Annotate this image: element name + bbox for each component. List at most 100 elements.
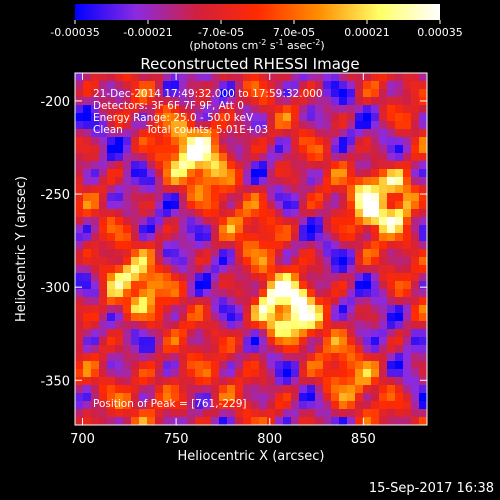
heatmap-cell bbox=[123, 113, 132, 122]
heatmap-cell bbox=[387, 97, 396, 106]
heatmap-cell bbox=[323, 361, 332, 370]
heatmap-cell bbox=[155, 329, 164, 338]
heatmap-cell bbox=[139, 313, 148, 322]
heatmap-cell bbox=[315, 105, 324, 114]
heatmap-cell bbox=[155, 345, 164, 354]
heatmap-cell bbox=[339, 129, 348, 138]
heatmap-cell bbox=[323, 369, 332, 378]
heatmap-cell bbox=[83, 217, 92, 226]
heatmap-cell bbox=[99, 369, 108, 378]
heatmap-cell bbox=[219, 329, 228, 338]
heatmap-cell bbox=[203, 401, 212, 410]
heatmap-cell bbox=[187, 313, 196, 322]
heatmap-cell bbox=[83, 377, 92, 386]
heatmap-cell bbox=[179, 401, 188, 410]
heatmap-cell bbox=[83, 393, 92, 402]
heatmap-cell bbox=[91, 121, 100, 130]
heatmap-cell bbox=[83, 129, 92, 138]
heatmap-cell bbox=[363, 377, 372, 386]
heatmap-cell bbox=[227, 401, 236, 410]
heatmap-cell bbox=[331, 113, 340, 122]
heatmap-cell bbox=[163, 193, 172, 202]
heatmap-cell bbox=[307, 313, 316, 322]
heatmap-cell bbox=[347, 73, 356, 82]
heatmap-cell bbox=[195, 89, 204, 98]
heatmap-cell bbox=[251, 257, 260, 266]
heatmap-cell bbox=[83, 289, 92, 298]
heatmap-cell bbox=[243, 393, 252, 402]
heatmap-cell bbox=[379, 121, 388, 130]
heatmap-cell bbox=[283, 137, 292, 146]
heatmap-cell bbox=[155, 353, 164, 362]
heatmap-cell bbox=[315, 361, 324, 370]
heatmap-cell bbox=[371, 321, 380, 330]
heatmap-cell bbox=[243, 321, 252, 330]
heatmap-cell bbox=[243, 313, 252, 322]
heatmap-cell bbox=[355, 257, 364, 266]
heatmap-cell bbox=[371, 385, 380, 394]
heatmap-cell bbox=[379, 393, 388, 402]
heatmap-cell bbox=[115, 177, 124, 186]
heatmap-cell bbox=[315, 329, 324, 338]
heatmap-cell bbox=[171, 257, 180, 266]
heatmap-cell bbox=[171, 361, 180, 370]
heatmap-cell bbox=[259, 297, 268, 306]
heatmap-cell bbox=[155, 313, 164, 322]
heatmap-cell bbox=[99, 97, 108, 106]
heatmap-cell bbox=[395, 121, 404, 130]
heatmap-cell bbox=[387, 313, 396, 322]
heatmap-cell bbox=[419, 417, 428, 426]
heatmap-cell bbox=[307, 145, 316, 154]
heatmap-cell bbox=[123, 297, 132, 306]
heatmap-cell bbox=[155, 297, 164, 306]
heatmap-cell bbox=[379, 313, 388, 322]
heatmap-cell bbox=[395, 113, 404, 122]
heatmap-cell bbox=[315, 97, 324, 106]
heatmap-cell bbox=[195, 193, 204, 202]
heatmap-cell bbox=[307, 417, 316, 426]
heatmap-cell bbox=[299, 249, 308, 258]
heatmap-cell bbox=[355, 137, 364, 146]
heatmap-cell bbox=[379, 401, 388, 410]
heatmap-cell bbox=[179, 81, 188, 90]
heatmap-cell bbox=[115, 313, 124, 322]
heatmap-cell bbox=[91, 129, 100, 138]
heatmap-cell bbox=[75, 345, 84, 354]
heatmap-cell bbox=[91, 161, 100, 170]
heatmap-cell bbox=[363, 401, 372, 410]
heatmap-cell bbox=[211, 305, 220, 314]
heatmap-cell bbox=[307, 73, 316, 82]
heatmap-cell bbox=[139, 81, 148, 90]
heatmap-cell bbox=[211, 201, 220, 210]
heatmap-cell bbox=[283, 353, 292, 362]
heatmap-cell bbox=[403, 169, 412, 178]
heatmap-cell bbox=[99, 73, 108, 82]
heatmap-cell bbox=[403, 121, 412, 130]
heatmap-cell bbox=[267, 73, 276, 82]
heatmap-cell bbox=[307, 177, 316, 186]
heatmap-cell bbox=[243, 145, 252, 154]
heatmap-cell bbox=[91, 241, 100, 250]
heatmap-cell bbox=[131, 113, 140, 122]
heatmap-cell bbox=[99, 257, 108, 266]
heatmap-cell bbox=[75, 169, 84, 178]
heatmap-cell bbox=[115, 297, 124, 306]
heatmap-cell bbox=[107, 353, 116, 362]
heatmap-cell bbox=[331, 313, 340, 322]
heatmap-cell bbox=[403, 257, 412, 266]
heatmap-cell bbox=[339, 321, 348, 330]
heatmap-cell bbox=[147, 257, 156, 266]
heatmap-cell bbox=[163, 353, 172, 362]
heatmap-cell bbox=[339, 353, 348, 362]
heatmap-cell bbox=[419, 257, 428, 266]
heatmap-cell bbox=[347, 409, 356, 418]
heatmap-cell bbox=[379, 217, 388, 226]
heatmap-cell bbox=[315, 281, 324, 290]
heatmap-cell bbox=[315, 209, 324, 218]
heatmap-cell bbox=[227, 409, 236, 418]
heatmap-cell bbox=[147, 273, 156, 282]
heatmap-cell bbox=[275, 401, 284, 410]
heatmap-cell bbox=[235, 217, 244, 226]
heatmap-cell bbox=[315, 417, 324, 426]
heatmap-cell bbox=[419, 401, 428, 410]
